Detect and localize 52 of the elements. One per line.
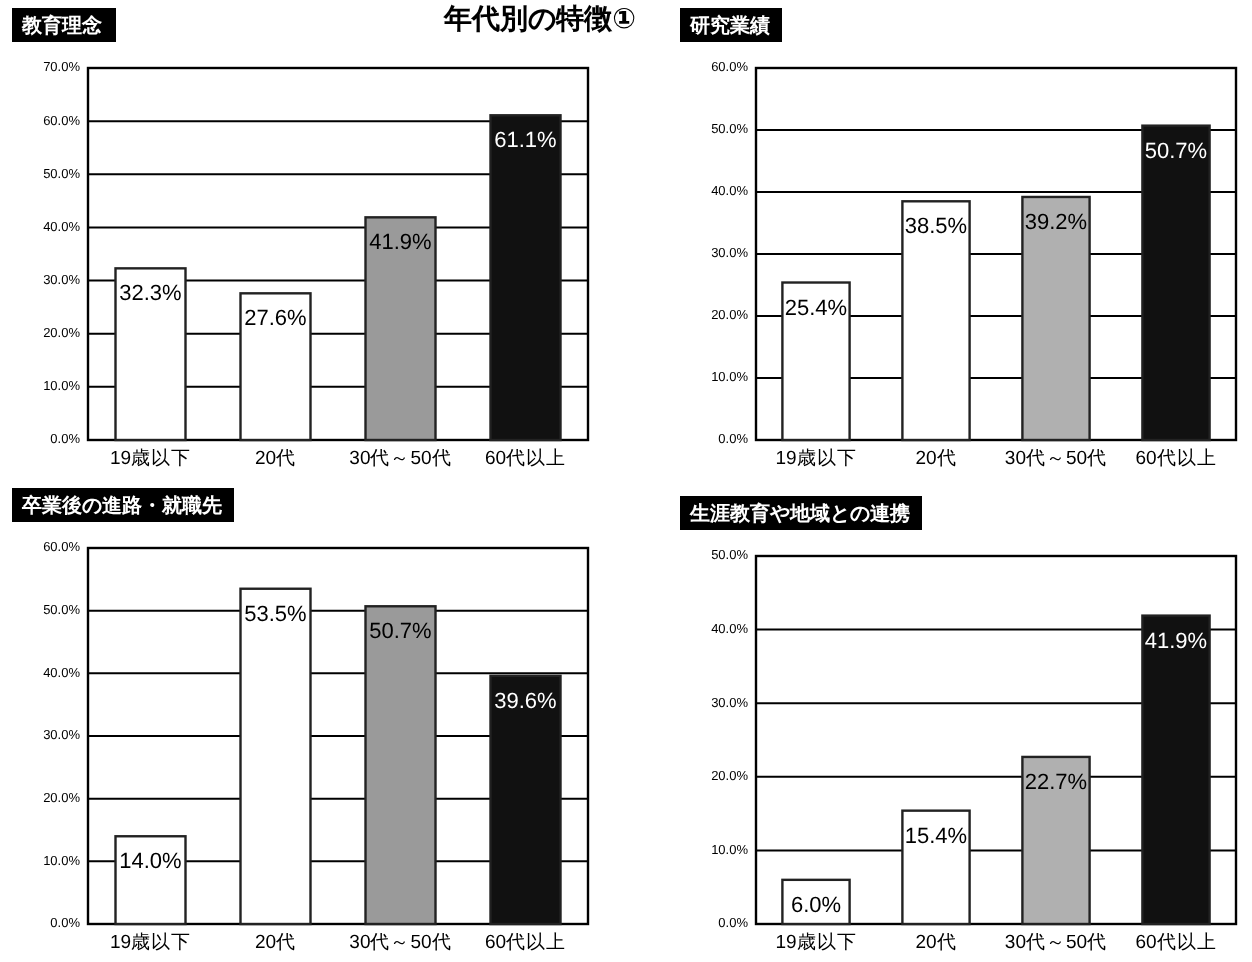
chart-title: 卒業後の進路・就職先 — [20, 494, 222, 518]
x-tick-label: 19歳以下 — [109, 446, 192, 470]
data-label: 32.3% — [119, 282, 183, 307]
data-label: 14.0% — [119, 850, 183, 875]
x-tick-label: 20代 — [254, 448, 297, 470]
data-label: 41.9% — [369, 231, 433, 256]
data-label: 22.7% — [1024, 770, 1088, 795]
x-tick-label: 60代以上 — [484, 930, 567, 954]
x-tick-label: 20代 — [254, 932, 297, 954]
x-tick-label: 20代 — [915, 448, 957, 470]
bar — [364, 605, 437, 926]
x-tick-label: 19歳以下 — [109, 930, 192, 954]
bar — [901, 809, 971, 926]
data-label: 41.9% — [1144, 629, 1208, 654]
bar — [114, 835, 187, 926]
data-label: 50.7% — [1144, 139, 1208, 164]
x-tick-label: 30代～50代 — [1004, 448, 1108, 470]
x-tick-label: 30代～50代 — [1004, 932, 1108, 954]
x-tick-label: 60代以上 — [484, 446, 567, 470]
bar — [1141, 124, 1211, 442]
bar — [489, 114, 562, 442]
data-label: 61.1% — [494, 129, 558, 154]
x-tick-label: 60代以上 — [1135, 446, 1217, 470]
bar — [489, 674, 562, 926]
x-tick-label: 30代～50代 — [349, 448, 452, 470]
x-tick-label: 19歳以下 — [775, 930, 857, 954]
bar — [239, 292, 312, 442]
chart-title: 研究業績 — [688, 14, 770, 38]
data-label: 38.5% — [904, 215, 968, 240]
bar — [901, 200, 971, 442]
data-label: 6.0% — [790, 893, 842, 918]
bar — [1021, 755, 1091, 926]
bar — [1021, 195, 1091, 442]
chart-title: 生涯教育や地域との連携 — [688, 502, 910, 526]
data-label: 27.6% — [244, 307, 308, 332]
x-tick-label: 19歳以下 — [775, 446, 857, 470]
chart-title: 教育理念 — [20, 14, 104, 38]
x-tick-label: 60代以上 — [1135, 930, 1217, 954]
bar — [1141, 614, 1211, 926]
text: 年代別の特徴① — [442, 2, 637, 34]
x-tick-label: 30代～50代 — [349, 932, 452, 954]
bar — [239, 587, 312, 926]
data-label: 39.2% — [1024, 210, 1088, 235]
data-label: 50.7% — [369, 620, 433, 645]
data-label: 53.5% — [244, 602, 308, 627]
bar — [781, 281, 851, 442]
data-label: 25.4% — [784, 296, 848, 321]
bar — [114, 267, 187, 442]
x-tick-label: 20代 — [915, 932, 957, 954]
data-label: 15.4% — [904, 824, 968, 849]
bar — [364, 216, 437, 442]
data-label: 39.6% — [494, 689, 558, 714]
